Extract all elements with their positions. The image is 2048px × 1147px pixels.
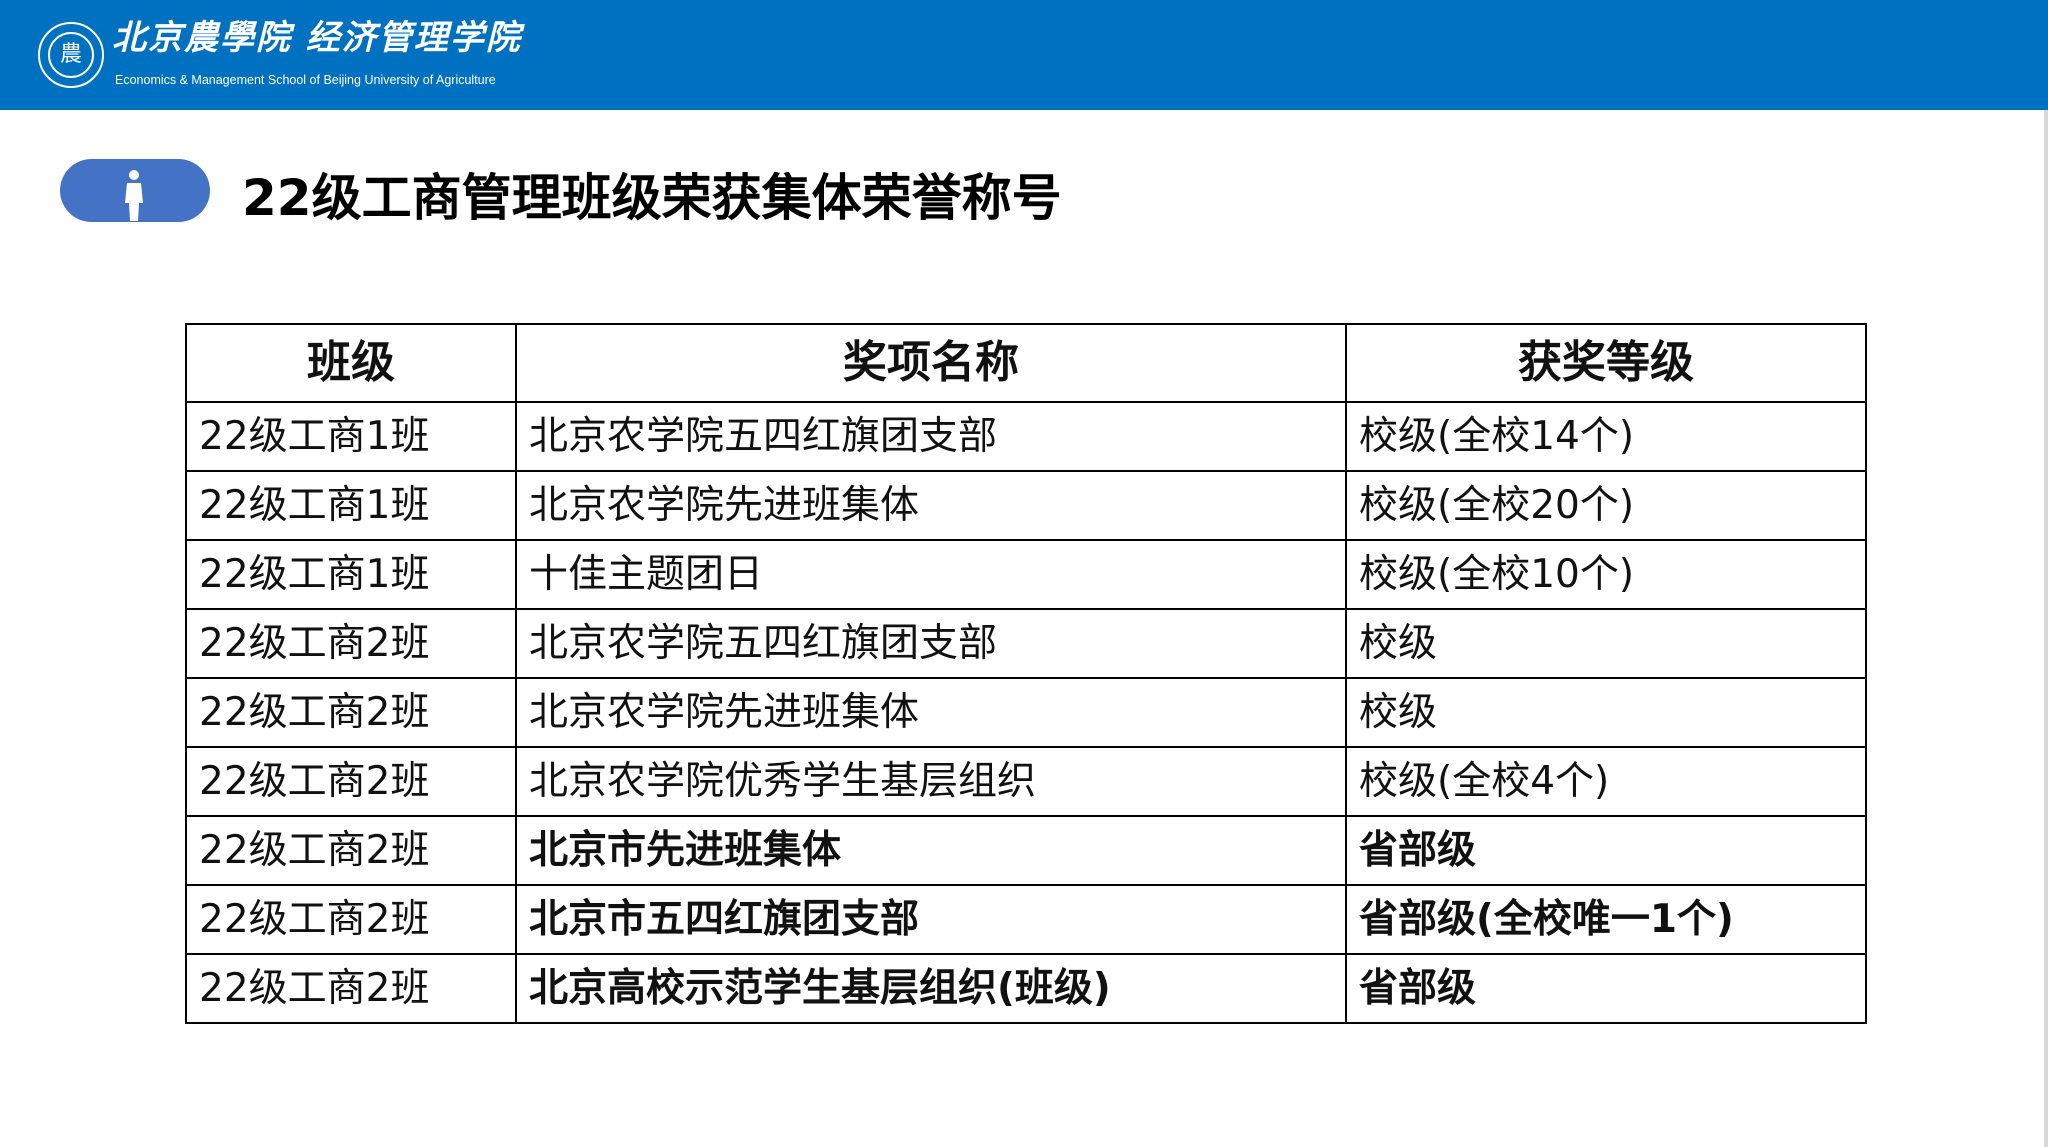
cell-class: 22级工商2班: [185, 677, 517, 748]
cell-class: 22级工商2班: [185, 746, 517, 817]
cell-class: 22级工商1班: [185, 470, 517, 541]
cell-class: 22级工商1班: [185, 539, 517, 610]
school-seal-logo: 農: [38, 22, 104, 88]
awards-table: 班级 奖项名称 获奖等级 22级工商1班 北京农学院五四红旗团支部 校级(全校14个…: [185, 323, 1867, 1024]
cell-award: 北京市先进班集体: [515, 815, 1347, 886]
header-banner: 農 北京農學院 经济管理学院 Economics & Management Sc…: [0, 0, 2048, 110]
school-name-en: Economics & Management School of Beijing…: [115, 73, 496, 87]
cell-class: 22级工商2班: [185, 815, 517, 886]
cell-award: 北京农学院五四红旗团支部: [515, 401, 1347, 472]
table-row: 22级工商1班 北京农学院五四红旗团支部 校级(全校14个): [185, 401, 1867, 472]
cell-award: 北京市五四红旗团支部: [515, 884, 1347, 955]
table-row: 22级工商2班 北京市先进班集体 省部级: [185, 815, 1867, 886]
cell-level: 校级(全校10个): [1345, 539, 1867, 610]
cell-level: 校级(全校20个): [1345, 470, 1867, 541]
table-row: 22级工商2班 北京高校示范学生基层组织(班级) 省部级: [185, 953, 1867, 1024]
cell-level: 省部级: [1345, 953, 1867, 1024]
cell-class: 22级工商2班: [185, 884, 517, 955]
school-name-cn: 北京農學院 经济管理学院: [112, 18, 522, 58]
title-badge: [60, 159, 210, 222]
header-class: 班级: [185, 323, 517, 403]
cell-level: 校级(全校4个): [1345, 746, 1867, 817]
scrollbar[interactable]: [2044, 110, 2048, 1147]
table-header-row: 班级 奖项名称 获奖等级: [185, 323, 1867, 403]
cell-class: 22级工商2班: [185, 953, 517, 1024]
table-row: 22级工商2班 北京农学院五四红旗团支部 校级: [185, 608, 1867, 679]
page-title: 22级工商管理班级荣获集体荣誉称号: [242, 169, 1062, 227]
cell-award: 十佳主题团日: [515, 539, 1347, 610]
cell-level: 省部级: [1345, 815, 1867, 886]
table-row: 22级工商1班 北京农学院先进班集体 校级(全校20个): [185, 470, 1867, 541]
cell-award: 北京农学院先进班集体: [515, 470, 1347, 541]
header-level: 获奖等级: [1345, 323, 1867, 403]
table-row: 22级工商1班 十佳主题团日 校级(全校10个): [185, 539, 1867, 610]
table-row: 22级工商2班 北京农学院先进班集体 校级: [185, 677, 1867, 748]
table-row: 22级工商2班 北京市五四红旗团支部 省部级(全校唯一1个): [185, 884, 1867, 955]
person-icon: [125, 170, 143, 221]
cell-class: 22级工商2班: [185, 608, 517, 679]
header-award: 奖项名称: [515, 323, 1347, 403]
cell-award: 北京农学院五四红旗团支部: [515, 608, 1347, 679]
cell-award: 北京农学院优秀学生基层组织: [515, 746, 1347, 817]
cell-level: 校级: [1345, 608, 1867, 679]
cell-level: 省部级(全校唯一1个): [1345, 884, 1867, 955]
cell-level: 校级(全校14个): [1345, 401, 1867, 472]
cell-award: 北京农学院先进班集体: [515, 677, 1347, 748]
cell-class: 22级工商1班: [185, 401, 517, 472]
cell-award: 北京高校示范学生基层组织(班级): [515, 953, 1347, 1024]
table-row: 22级工商2班 北京农学院优秀学生基层组织 校级(全校4个): [185, 746, 1867, 817]
cell-level: 校级: [1345, 677, 1867, 748]
seal-text: 農: [48, 32, 94, 78]
